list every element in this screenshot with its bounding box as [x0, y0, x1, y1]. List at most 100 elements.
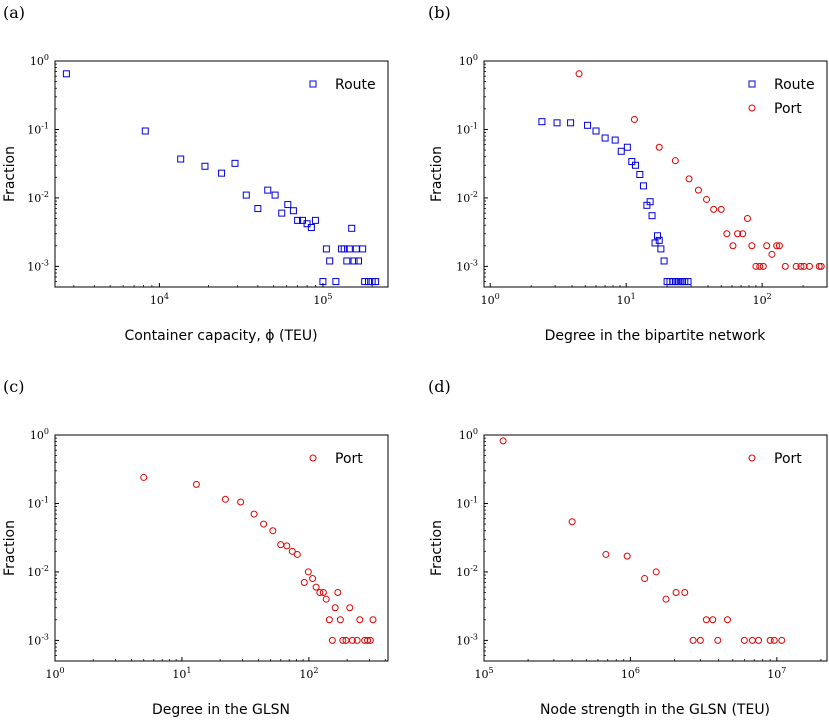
data-point-port	[348, 636, 356, 644]
x-tick-label: 102	[753, 292, 772, 307]
data-point-route	[648, 212, 656, 220]
data-point-port	[685, 175, 693, 183]
data-point-route	[657, 245, 665, 253]
tick-exponent: 1	[186, 666, 191, 675]
data-point-port	[768, 250, 776, 258]
data-point-route	[601, 134, 609, 142]
panel-label: (a)	[3, 3, 25, 22]
data-point-route	[623, 143, 631, 151]
data-point-route	[278, 209, 286, 217]
legend: Port	[748, 451, 802, 467]
data-point-port	[575, 70, 583, 78]
tick-base: 10	[456, 260, 470, 273]
y-tick-label: 10-3	[456, 258, 478, 273]
data-point-port	[781, 262, 789, 270]
data-point-route	[271, 191, 279, 199]
data-point-port	[325, 616, 333, 624]
tick-base: 10	[172, 668, 186, 681]
panel-label: (d)	[428, 377, 451, 396]
tick-base: 10	[27, 497, 41, 510]
tick-base: 10	[481, 294, 495, 307]
data-point-port	[322, 595, 330, 603]
plot-frame	[483, 60, 828, 288]
data-point-route	[231, 159, 239, 167]
data-point-route	[354, 257, 362, 265]
data-point-port	[797, 262, 805, 270]
data-point-port	[755, 636, 763, 644]
data-point-route	[365, 278, 373, 286]
x-axis-label: Degree in the GLSN	[152, 702, 290, 718]
data-point-route	[343, 257, 351, 265]
data-point-port	[364, 636, 372, 644]
data-point-port	[328, 636, 336, 644]
tick-exponent: 5	[488, 666, 493, 675]
data-point-route	[284, 201, 292, 209]
tick-exponent: 0	[473, 53, 478, 62]
tick-base: 10	[621, 668, 635, 681]
data-point-port	[775, 242, 783, 250]
data-point-port	[748, 242, 756, 250]
data-point-port	[739, 230, 747, 238]
tick-base: 10	[27, 123, 41, 136]
data-point-port	[696, 636, 704, 644]
data-point-route	[639, 182, 647, 190]
tick-exponent: -2	[41, 564, 49, 573]
data-point-route	[289, 207, 297, 215]
data-point-port	[260, 520, 268, 528]
data-point-route	[631, 161, 639, 169]
tick-base: 10	[150, 294, 164, 307]
data-point-route	[359, 245, 367, 253]
data-point-port	[356, 616, 364, 624]
data-point-route	[654, 232, 662, 240]
data-point-port	[369, 616, 377, 624]
data-point-port	[353, 636, 361, 644]
tick-base: 10	[456, 192, 470, 205]
tick-exponent: 6	[635, 666, 640, 675]
legend-label: Route	[774, 77, 815, 93]
data-point-port	[766, 636, 774, 644]
legend-marker	[748, 104, 756, 112]
data-point-port	[293, 550, 301, 558]
data-point-port	[729, 242, 737, 250]
x-tick-label: 102	[299, 666, 318, 681]
y-tick-label: 10-1	[27, 495, 49, 510]
x-axis-label: Degree in the bipartite network	[545, 328, 767, 344]
data-point-route	[611, 136, 619, 144]
y-tick-label: 10-1	[27, 121, 49, 136]
data-point-route	[303, 220, 311, 228]
tick-base: 10	[617, 294, 631, 307]
tick-base: 10	[753, 294, 767, 307]
y-tick-label: 10-2	[27, 190, 49, 205]
x-tick-label: 105	[313, 292, 332, 307]
data-point-route	[617, 147, 625, 155]
data-point-port	[319, 589, 327, 597]
data-point-route	[332, 278, 340, 286]
tick-base: 10	[456, 634, 470, 647]
data-point-route	[141, 127, 149, 135]
data-point-port	[334, 589, 342, 597]
data-point-port	[346, 604, 354, 612]
data-point-port	[815, 262, 823, 270]
x-tick-label: 100	[481, 292, 500, 307]
data-point-port	[662, 595, 670, 603]
data-point-route	[361, 278, 369, 286]
tick-base: 10	[27, 634, 41, 647]
data-point-route	[264, 186, 272, 194]
y-tick-label: 10-1	[456, 121, 478, 136]
data-point-port	[681, 589, 689, 597]
x-tick-label: 105	[474, 666, 493, 681]
legend-marker	[748, 80, 756, 88]
x-tick-label: 101	[172, 666, 191, 681]
tick-exponent: 1	[631, 292, 636, 301]
y-tick-label: 10-1	[456, 495, 478, 510]
data-point-port	[331, 604, 339, 612]
data-point-port	[714, 636, 722, 644]
data-point-route	[62, 70, 70, 78]
data-point-port	[672, 589, 680, 597]
tick-base: 10	[456, 497, 470, 510]
data-point-route	[636, 170, 644, 178]
y-axis-label: Fraction	[2, 146, 18, 202]
data-point-port	[770, 636, 778, 644]
